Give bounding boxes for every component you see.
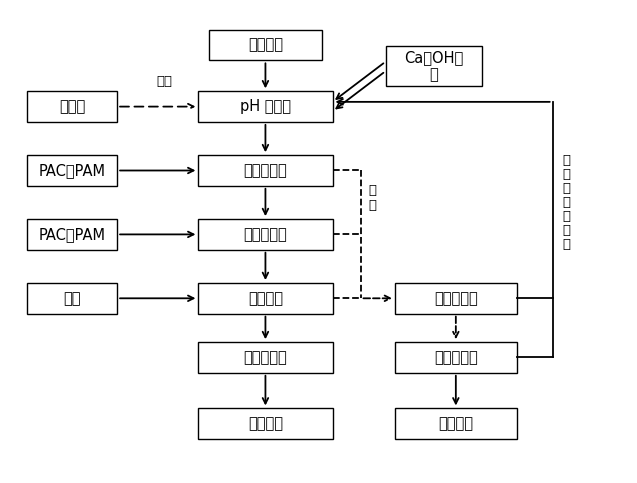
Text: 加酸: 加酸 bbox=[63, 291, 81, 306]
Text: 生产废水: 生产废水 bbox=[248, 38, 283, 53]
Bar bbox=[27, 91, 117, 122]
Bar bbox=[395, 408, 517, 439]
Bar bbox=[198, 91, 333, 122]
Text: Ca（OH）
２: Ca（OH） ２ bbox=[404, 50, 464, 83]
Bar bbox=[27, 155, 117, 186]
Bar bbox=[209, 29, 322, 60]
Bar bbox=[395, 283, 517, 313]
Text: 泥饼外运: 泥饼外运 bbox=[438, 416, 473, 431]
Text: 达标排放: 达标排放 bbox=[248, 416, 283, 431]
Bar bbox=[198, 342, 333, 373]
Text: 吸附过滤器: 吸附过滤器 bbox=[243, 350, 287, 365]
Text: 污泥脱水机: 污泥脱水机 bbox=[434, 350, 478, 365]
Bar bbox=[27, 283, 117, 313]
Bar bbox=[198, 219, 333, 250]
Bar bbox=[27, 219, 117, 250]
Text: PAC、PAM: PAC、PAM bbox=[38, 227, 105, 242]
Text: 絮凝沉淀器: 絮凝沉淀器 bbox=[243, 163, 287, 178]
Text: 上
清
液
滤
液
回
流: 上 清 液 滤 液 回 流 bbox=[562, 154, 570, 251]
Bar bbox=[198, 155, 333, 186]
Text: 缓冲水池: 缓冲水池 bbox=[248, 291, 283, 306]
Text: 泥
渣: 泥 渣 bbox=[368, 184, 376, 212]
Bar bbox=[395, 342, 517, 373]
Bar bbox=[385, 46, 482, 86]
Text: 搅拌: 搅拌 bbox=[156, 75, 172, 87]
Text: PAC、PAM: PAC、PAM bbox=[38, 163, 105, 178]
Text: 污泥浓缩池: 污泥浓缩池 bbox=[434, 291, 478, 306]
Bar bbox=[198, 408, 333, 439]
Text: 搅拌机: 搅拌机 bbox=[59, 99, 85, 114]
Text: 絮凝沉淀器: 絮凝沉淀器 bbox=[243, 227, 287, 242]
Bar bbox=[198, 283, 333, 313]
Text: pH 调节池: pH 调节池 bbox=[240, 99, 291, 114]
